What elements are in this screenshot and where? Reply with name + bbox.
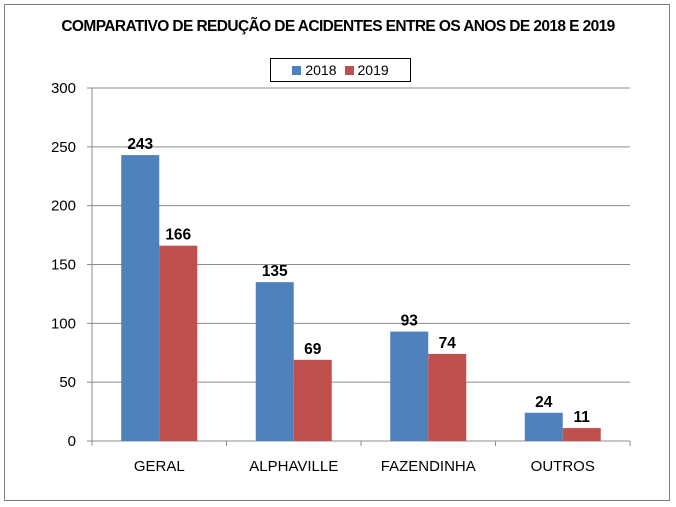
data-label-2019: 74 <box>439 335 457 352</box>
bar-2018 <box>390 331 429 441</box>
legend-item-2019: 2019 <box>344 62 389 78</box>
legend: 2018 2019 <box>270 58 411 82</box>
data-label-2018: 243 <box>127 136 153 153</box>
bar-2019 <box>428 353 467 441</box>
legend-swatch-2018 <box>292 65 302 75</box>
x-tick-label: ALPHAVILLE <box>249 458 338 475</box>
legend-label-2018: 2018 <box>305 62 337 78</box>
data-label-2019: 69 <box>304 341 322 358</box>
y-tick-label: 250 <box>51 139 76 156</box>
data-label-2018: 24 <box>535 394 553 411</box>
bar-2019 <box>562 428 601 441</box>
bar-2019 <box>159 245 198 441</box>
data-label-2018: 93 <box>401 313 419 330</box>
bar-2019 <box>293 359 332 441</box>
data-label-2018: 135 <box>262 263 288 280</box>
x-tick-label: OUTROS <box>531 458 595 475</box>
x-tick-label: FAZENDINHA <box>381 458 476 475</box>
y-tick-label: 100 <box>51 315 76 332</box>
y-tick-label: 150 <box>51 257 76 274</box>
chart-title: COMPARATIVO DE REDUÇÃO DE ACIDENTES ENTR… <box>61 18 615 35</box>
y-tick-label: 300 <box>51 80 76 97</box>
y-tick-label: 0 <box>68 433 76 450</box>
data-label-2019: 11 <box>574 409 591 426</box>
bar-2018 <box>255 282 294 441</box>
data-label-2019: 166 <box>165 227 191 244</box>
legend-label-2019: 2019 <box>357 62 389 78</box>
x-tick-label: GERAL <box>134 458 185 475</box>
y-tick-label: 200 <box>51 198 76 215</box>
y-tick-label: 50 <box>59 374 76 391</box>
legend-swatch-2019 <box>344 65 354 75</box>
bar-2018 <box>524 412 563 441</box>
bar-2018 <box>121 155 160 441</box>
legend-item-2018: 2018 <box>292 62 337 78</box>
